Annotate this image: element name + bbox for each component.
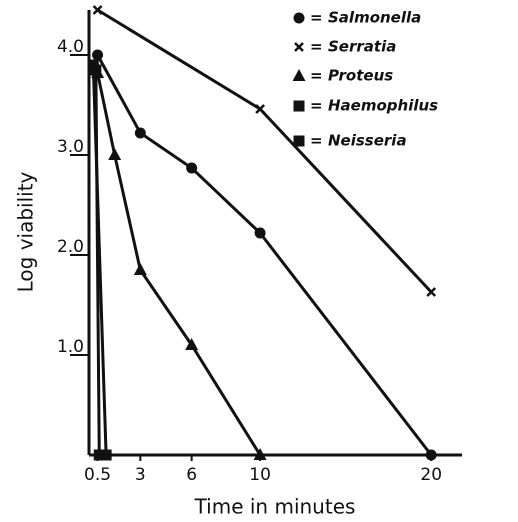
legend-separator: = — [310, 132, 323, 150]
point — [93, 449, 105, 461]
legend-label: Neisseria — [328, 132, 407, 150]
point — [134, 127, 146, 139]
point — [92, 5, 103, 15]
x-axis-label: Time in minutes — [194, 495, 356, 519]
legend-marker — [294, 42, 304, 52]
y-tick-label: 4.0 — [57, 37, 84, 57]
y-tick-label: 2.0 — [57, 237, 84, 257]
y-tick-label: 1.0 — [57, 337, 84, 357]
point — [92, 49, 104, 61]
point — [255, 104, 265, 114]
point — [185, 338, 199, 350]
legend-marker — [292, 69, 306, 81]
x-tick-label: 6 — [186, 465, 197, 485]
series-line — [94, 69, 101, 456]
legend-label: Serratia — [328, 38, 396, 56]
x-tick-label: 20 — [420, 465, 442, 485]
point — [426, 287, 437, 297]
point — [253, 448, 267, 460]
x-tick-label: 10 — [249, 465, 271, 485]
x-tick-label: 0.5 — [84, 465, 111, 485]
legend-label: Salmonella — [328, 9, 421, 27]
legend-marker — [293, 100, 305, 112]
legend-separator: = — [310, 67, 323, 85]
point — [133, 263, 147, 275]
point — [254, 227, 266, 239]
point — [108, 148, 122, 160]
legend-marker — [293, 12, 305, 24]
legend-separator: = — [310, 38, 323, 56]
legend-label: Haemophilus — [328, 97, 438, 115]
legend-marker — [293, 135, 305, 147]
x-tick-label: 3 — [135, 465, 146, 485]
legend-label: Proteus — [328, 67, 393, 85]
point — [186, 162, 198, 174]
y-tick-label: 3.0 — [57, 137, 84, 157]
legend-separator: = — [310, 9, 323, 27]
point — [425, 449, 437, 461]
y-axis-label: Log viability — [14, 171, 38, 292]
series-line — [96, 72, 262, 456]
point — [100, 449, 112, 461]
point — [90, 64, 102, 76]
legend-separator: = — [310, 97, 323, 115]
